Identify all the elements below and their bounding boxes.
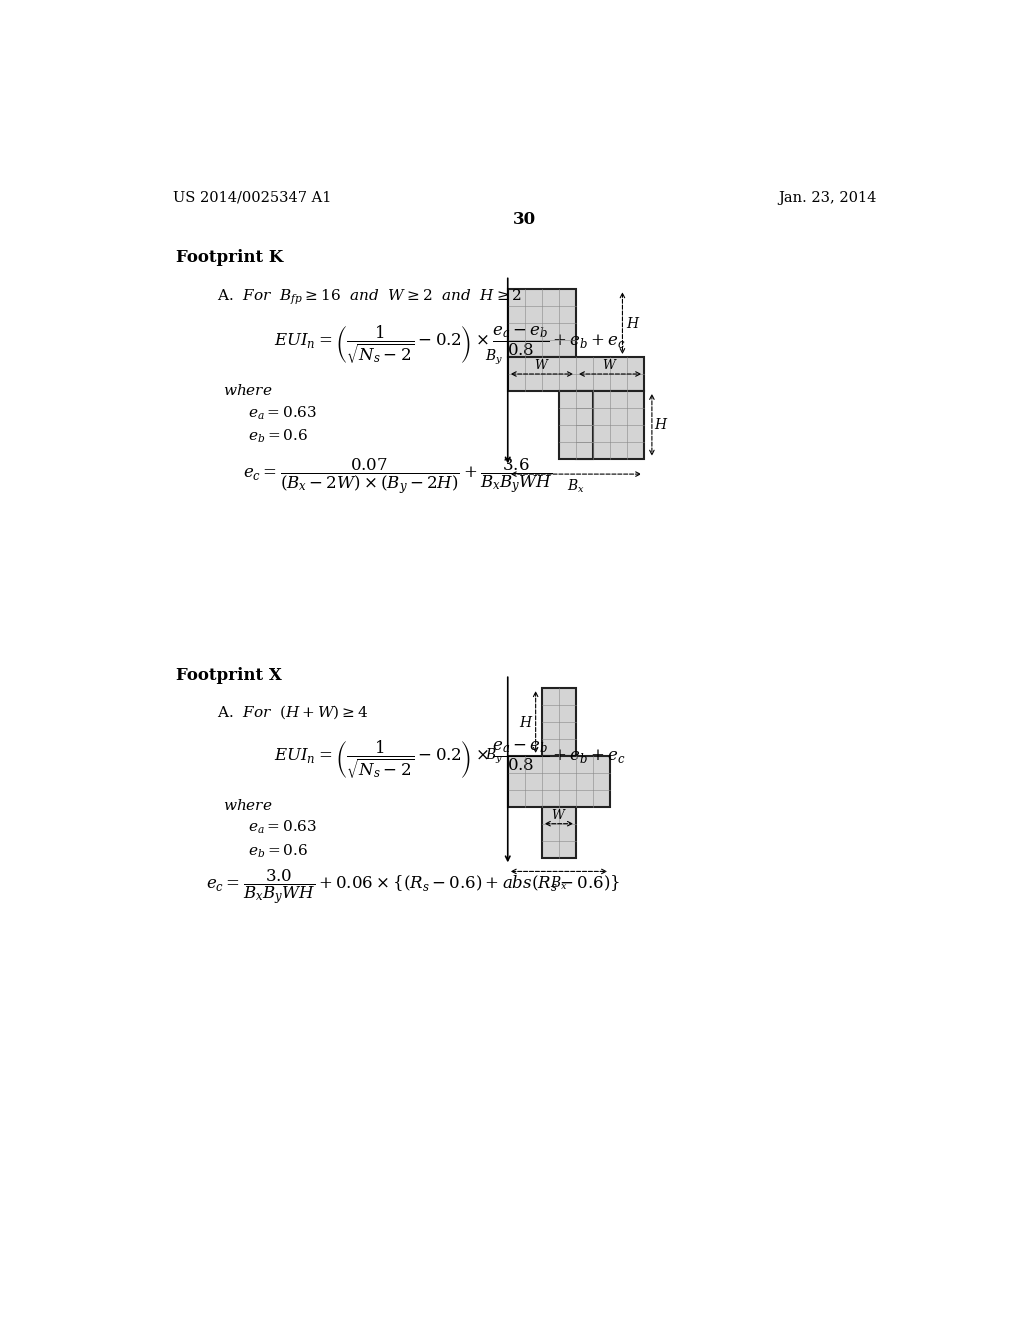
Text: $\mathit{e}_a = 0.63$: $\mathit{e}_a = 0.63$ <box>248 405 317 422</box>
Text: $B_x$: $B_x$ <box>567 478 585 495</box>
Text: US 2014/0025347 A1: US 2014/0025347 A1 <box>173 190 332 205</box>
Bar <box>575 391 644 459</box>
Text: $\mathit{e}_b = 0.6$: $\mathit{e}_b = 0.6$ <box>248 428 308 445</box>
Text: $W$: $W$ <box>551 808 566 822</box>
Text: $B_y$: $B_y$ <box>485 347 503 367</box>
Text: $B_x$: $B_x$ <box>550 874 567 892</box>
Text: $H$: $H$ <box>519 714 534 730</box>
Text: $EUI_n = \left(\dfrac{1}{\sqrt{N_s - 2}} - 0.2\right) \times \dfrac{e_a - e_b}{0: $EUI_n = \left(\dfrac{1}{\sqrt{N_s - 2}}… <box>273 739 626 781</box>
Bar <box>559 391 593 459</box>
Text: A.  $\mathit{For}$  $B_{fp} \geq 16$  $\mathit{and}$  $W \geq 2$  $\mathit{and}$: A. $\mathit{For}$ $B_{fp} \geq 16$ $\mat… <box>217 288 522 308</box>
Bar <box>508 289 575 358</box>
Text: $\mathit{e}_a = 0.63$: $\mathit{e}_a = 0.63$ <box>248 818 317 837</box>
Bar <box>508 358 644 391</box>
Bar <box>542 807 575 858</box>
Text: $\mathit{where}$: $\mathit{where}$ <box>222 797 272 813</box>
Text: $H$: $H$ <box>654 417 669 433</box>
Text: $\mathit{e}_c = \dfrac{3.0}{B_x B_y WH} + 0.06 \times \{(R_s - 0.6) + \mathit{ab: $\mathit{e}_c = \dfrac{3.0}{B_x B_y WH} … <box>206 869 620 907</box>
Text: $\mathit{where}$: $\mathit{where}$ <box>222 383 272 399</box>
Text: $W$: $W$ <box>534 359 550 372</box>
Text: $H$: $H$ <box>627 315 641 331</box>
Text: $EUI_n = \left(\dfrac{1}{\sqrt{N_s - 2}} - 0.2\right) \times \dfrac{e_a - e_b}{0: $EUI_n = \left(\dfrac{1}{\sqrt{N_s - 2}}… <box>273 323 626 366</box>
Bar <box>542 688 575 756</box>
Text: Footprint X: Footprint X <box>176 667 282 684</box>
Text: $B_y$: $B_y$ <box>485 746 503 766</box>
Text: Footprint K: Footprint K <box>176 249 284 267</box>
Text: $W$: $W$ <box>602 359 617 372</box>
Text: 30: 30 <box>513 211 537 228</box>
Bar <box>508 756 610 807</box>
Text: $\mathit{e}_b = 0.6$: $\mathit{e}_b = 0.6$ <box>248 842 308 859</box>
Text: Jan. 23, 2014: Jan. 23, 2014 <box>778 190 877 205</box>
Text: A.  $\mathit{For}$  $(H + W) \geq 4$: A. $\mathit{For}$ $(H + W) \geq 4$ <box>217 704 369 721</box>
Text: $\mathit{e}_c = \dfrac{0.07}{(B_x - 2W) \times (B_y - 2H)} + \dfrac{3.6}{B_x B_y: $\mathit{e}_c = \dfrac{0.07}{(B_x - 2W) … <box>243 457 552 498</box>
